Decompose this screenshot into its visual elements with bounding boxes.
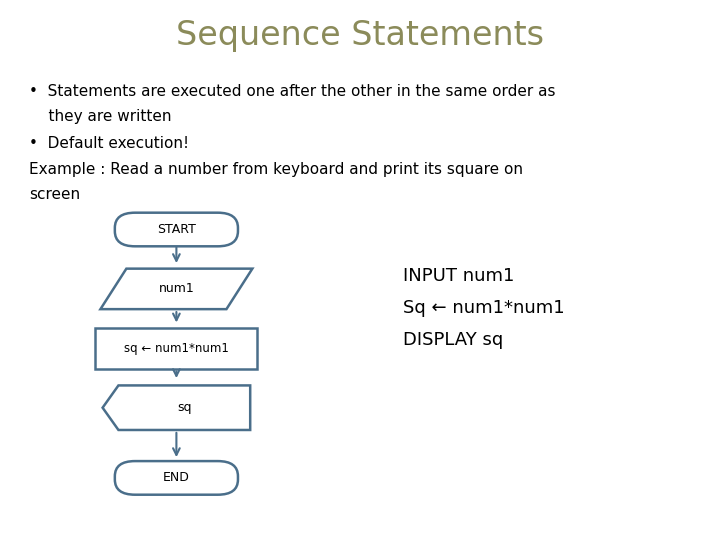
Text: screen: screen xyxy=(29,187,80,202)
Text: START: START xyxy=(157,223,196,236)
Text: •  Default execution!: • Default execution! xyxy=(29,136,189,151)
Text: Sequence Statements: Sequence Statements xyxy=(176,19,544,52)
Polygon shape xyxy=(102,386,251,430)
Polygon shape xyxy=(101,268,253,309)
Text: sq: sq xyxy=(177,401,192,414)
Bar xyxy=(95,328,258,368)
Text: sq ← num1*num1: sq ← num1*num1 xyxy=(124,342,229,355)
Text: INPUT num1
Sq ← num1*num1
DISPLAY sq: INPUT num1 Sq ← num1*num1 DISPLAY sq xyxy=(403,267,564,349)
Text: •  Statements are executed one after the other in the same order as: • Statements are executed one after the … xyxy=(29,84,555,99)
Text: Example : Read a number from keyboard and print its square on: Example : Read a number from keyboard an… xyxy=(29,161,523,177)
Text: END: END xyxy=(163,471,190,484)
Text: num1: num1 xyxy=(158,282,194,295)
FancyBboxPatch shape xyxy=(114,213,238,246)
FancyBboxPatch shape xyxy=(114,461,238,495)
Text: they are written: they are written xyxy=(29,109,171,124)
